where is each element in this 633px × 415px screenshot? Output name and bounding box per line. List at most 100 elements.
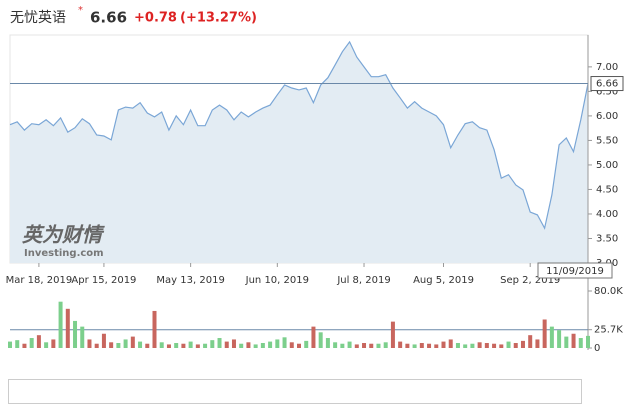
volume-bar — [152, 310, 157, 348]
volume-bar — [333, 342, 338, 348]
x-tick-label: Sep 2, 2019 — [500, 275, 560, 286]
volume-bar — [499, 344, 504, 348]
watermark-cn: 英为财情 — [22, 223, 105, 247]
volume-bar — [65, 308, 70, 348]
volume-bar — [586, 335, 590, 348]
volume-bar — [203, 343, 208, 348]
volume-bar — [362, 343, 367, 348]
y-tick-label: 3.50 — [596, 233, 618, 244]
volume-bar — [58, 301, 63, 348]
volume-bar — [22, 343, 27, 348]
volume-bar — [44, 342, 49, 348]
volume-bar — [130, 336, 135, 348]
price-line — [9, 40, 589, 230]
volume-bar — [369, 343, 374, 348]
volume-bar — [8, 341, 12, 348]
volume-bar — [210, 340, 215, 348]
volume-bar — [571, 333, 576, 348]
y-tick-label: 4.50 — [596, 184, 618, 195]
volume-bar — [448, 339, 453, 348]
volume-bar — [578, 338, 583, 348]
range-buttons — [8, 379, 582, 404]
x-tick-label: Mar 18, 2019 — [6, 275, 73, 286]
volume-bar — [311, 326, 316, 348]
volume-bar — [80, 326, 85, 348]
volume-bar — [427, 343, 432, 348]
y-tick-label: 6.00 — [596, 111, 618, 122]
x-tick-label: Apr 15, 2019 — [71, 275, 136, 286]
volume-bar — [73, 320, 78, 348]
volume-bar — [434, 344, 439, 348]
volume-bar — [174, 343, 179, 348]
volume-bar — [224, 341, 229, 348]
x-tick-label: Jun 10, 2019 — [245, 275, 309, 286]
price-change: +0.78 — [134, 11, 177, 26]
volume-bar — [513, 343, 518, 348]
star: * — [78, 5, 83, 16]
volume-bar — [116, 343, 121, 348]
volume-bar — [36, 335, 41, 348]
volume-bar — [354, 344, 359, 348]
volume-bar — [217, 338, 222, 348]
volume-bar — [109, 342, 114, 348]
volume-bar — [535, 339, 540, 348]
volume-bar — [268, 341, 273, 348]
volume-bar — [398, 341, 403, 348]
volume-bar — [159, 342, 164, 348]
volume-bar — [297, 343, 301, 348]
volume-bar — [195, 344, 200, 348]
volume-bar — [166, 344, 171, 348]
volume-bar — [557, 330, 562, 348]
volume-tick-label: 25.7K — [594, 325, 623, 336]
price-area — [10, 41, 588, 264]
last-price-label: 6.66 — [596, 79, 618, 90]
y-tick-label: 4.00 — [596, 209, 618, 220]
x-tick-label: May 13, 2019 — [156, 275, 224, 286]
volume-bar — [138, 341, 143, 348]
volume-bar — [492, 343, 497, 348]
volume-bar — [412, 344, 417, 348]
x-tick-label: Aug 5, 2019 — [413, 275, 474, 286]
volume-bar — [549, 326, 554, 348]
volume-bar — [325, 338, 330, 348]
volume-bar — [419, 343, 424, 348]
volume-bar — [506, 341, 511, 348]
volume-bar — [528, 335, 533, 348]
volume-bar — [87, 339, 92, 348]
volume-bar — [347, 341, 352, 348]
volume-bar — [246, 342, 251, 348]
volume-bar — [340, 343, 345, 348]
x-tick-label: Jul 8, 2019 — [336, 275, 390, 286]
volume-bar — [239, 343, 244, 348]
volume-bar — [289, 342, 294, 348]
volume-bar — [383, 342, 388, 348]
volume-bar — [441, 341, 446, 348]
price-change-pct: (+13.27%) — [180, 11, 257, 26]
volume-bar — [542, 319, 547, 348]
volume-bar — [29, 338, 34, 348]
volume-bar — [15, 340, 20, 348]
watermark-en: Investing.com — [24, 248, 104, 259]
volume-bar — [390, 321, 395, 348]
volume-bar — [405, 343, 410, 348]
volume-bar — [123, 339, 128, 348]
volume-bar — [463, 344, 468, 348]
y-tick-label: 5.50 — [596, 135, 618, 146]
y-tick-label: 7.00 — [596, 62, 618, 73]
volume-bar — [188, 341, 193, 348]
volume-bar — [282, 337, 287, 348]
cursor-box — [537, 262, 613, 279]
volume-bar — [101, 333, 106, 348]
volume-bar — [145, 343, 150, 348]
volume-bar — [520, 340, 525, 348]
stock-price: 6.66 — [90, 9, 127, 27]
volume-bar — [564, 336, 569, 348]
volume-bar — [304, 340, 309, 348]
volume-bar — [51, 339, 56, 348]
volume-bar — [470, 343, 475, 348]
volume-bar — [260, 343, 265, 348]
y-tick-label: 5.00 — [596, 160, 618, 171]
volume-bar — [484, 343, 489, 348]
volume-tick-label: 0 — [594, 343, 600, 354]
